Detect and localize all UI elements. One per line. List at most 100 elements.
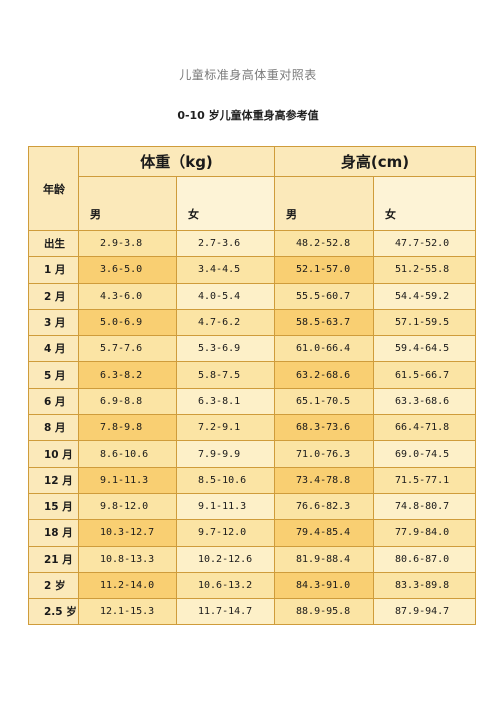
weight-female-cell: 3.4-4.5 <box>175 256 276 284</box>
weight-female-cell: 8.5-10.6 <box>175 466 276 494</box>
table-row: 4 月 5.7-7.6 5.3-6.9 61.0-66.4 59.4-64.5 <box>28 335 477 363</box>
height-male-cell: 63.2-68.6 <box>274 361 375 389</box>
age-cell: 2 岁 <box>28 571 79 600</box>
weight-female-cell: 6.3-8.1 <box>175 387 276 416</box>
weight-female-cell: 5.3-6.9 <box>175 335 276 363</box>
height-female-cell: 54.4-59.2 <box>373 282 477 310</box>
height-female-cell: 71.5-77.1 <box>373 466 477 494</box>
weight-female-cell: 9.7-12.0 <box>175 519 276 547</box>
weight-male-cell: 8.6-10.6 <box>78 440 177 468</box>
height-male-cell: 81.9-88.4 <box>274 545 375 573</box>
weight-male-header: 男 <box>78 176 177 231</box>
table-row: 2.5 岁 12.1-15.3 11.7-14.7 88.9-95.8 87.9-94.… <box>28 598 477 626</box>
height-male-cell: 79.4-85.4 <box>274 519 375 547</box>
weight-male-cell: 11.2-14.0 <box>78 571 177 600</box>
weight-male-cell: 7.8-9.8 <box>78 414 177 442</box>
height-female-cell: 61.5-66.7 <box>373 361 477 389</box>
height-male-header: 男 <box>274 176 375 231</box>
age-cell: 2 月 <box>28 282 79 310</box>
weight-male-cell: 6.3-8.2 <box>78 361 177 389</box>
table-row: 21 月 10.8-13.3 10.2-12.6 81.9-88.4 80.6-87.0 <box>28 545 477 573</box>
table-row: 5 月 6.3-8.2 5.8-7.5 63.2-68.6 61.5-66.7 <box>28 361 477 389</box>
height-female-cell: 74.8-80.7 <box>373 492 477 521</box>
age-cell: 5 月 <box>28 361 79 389</box>
height-male-cell: 68.3-73.6 <box>274 414 375 442</box>
document-title: 儿童标准身高体重对照表 <box>179 68 317 82</box>
weight-male-cell: 3.6-5.0 <box>78 256 177 284</box>
table-row: 3 月 5.0-6.9 4.7-6.2 58.5-63.7 57.1-59.5 <box>28 308 477 337</box>
table-body: 出生 2.9-3.8 2.7-3.6 48.2-52.8 47.7-52.0 1 月 3.6… <box>28 229 477 626</box>
height-female-cell: 66.4-71.8 <box>373 414 477 442</box>
age-cell: 出生 <box>28 229 79 258</box>
weight-female-cell: 9.1-11.3 <box>175 492 276 521</box>
weight-male-cell: 2.9-3.8 <box>78 229 177 258</box>
table-row: 18 月 10.3-12.7 9.7-12.0 79.4-85.4 77.9-84.0 <box>28 519 477 547</box>
height-male-cell: 84.3-91.0 <box>274 571 375 600</box>
weight-female-cell: 7.9-9.9 <box>175 440 276 468</box>
height-male-cell: 73.4-78.8 <box>274 466 375 494</box>
age-cell: 1 月 <box>28 256 79 284</box>
height-female-cell: 63.3-68.6 <box>373 387 477 416</box>
age-cell: 2.5 岁 <box>28 598 79 626</box>
weight-male-cell: 9.1-11.3 <box>78 466 177 494</box>
weight-male-cell: 5.0-6.9 <box>78 308 177 337</box>
height-male-cell: 58.5-63.7 <box>274 308 375 337</box>
weight-female-header: 女 <box>175 176 276 231</box>
document-subtitle: 0-10 岁儿童体重身高参考值 <box>177 109 319 122</box>
height-female-cell: 51.2-55.8 <box>373 256 477 284</box>
height-male-cell: 76.6-82.3 <box>274 492 375 521</box>
height-male-cell: 71.0-76.3 <box>274 440 375 468</box>
weight-male-cell: 9.8-12.0 <box>78 492 177 521</box>
weight-male-cell: 5.7-7.6 <box>78 335 177 363</box>
table-row: 出生 2.9-3.8 2.7-3.6 48.2-52.8 47.7-52.0 <box>28 229 477 258</box>
age-cell: 4 月 <box>28 335 79 363</box>
weight-female-cell: 4.7-6.2 <box>175 308 276 337</box>
height-column-header: 身高(cm) <box>274 146 477 177</box>
age-cell: 10 月 <box>28 440 79 468</box>
weight-female-cell: 11.7-14.7 <box>175 598 276 626</box>
weight-column-header: 体重（kg) <box>77 146 276 177</box>
table-row: 8 月 7.8-9.8 7.2-9.1 68.3-73.6 66.4-71.8 <box>28 414 477 442</box>
weight-female-cell: 10.6-13.2 <box>175 571 276 600</box>
weight-female-cell: 4.0-5.4 <box>175 282 276 310</box>
weight-female-cell: 5.8-7.5 <box>175 361 276 389</box>
age-cell: 6 月 <box>28 387 79 416</box>
height-male-cell: 52.1-57.0 <box>274 256 375 284</box>
table-row: 2 月 4.3-6.0 4.0-5.4 55.5-60.7 54.4-59.2 <box>28 282 477 310</box>
height-female-cell: 87.9-94.7 <box>373 598 477 626</box>
header-row-groups: 年龄 体重（kg) 身高(cm) <box>28 146 477 231</box>
table-row: 10 月 8.6-10.6 7.9-9.9 71.0-76.3 69.0-74.5 <box>28 440 477 468</box>
growth-reference-table: 年龄 体重（kg) 身高(cm) 男 女 男 女 出生 2.9-3.8 2.7-3.… <box>28 146 477 626</box>
height-female-cell: 57.1-59.5 <box>373 308 477 337</box>
weight-female-cell: 10.2-12.6 <box>175 545 276 573</box>
header-row-sex: 男 女 男 女 <box>29 176 477 231</box>
height-female-cell: 83.3-89.8 <box>373 571 477 600</box>
table-header: 年龄 体重（kg) 身高(cm) 男 女 男 女 <box>28 146 477 231</box>
weight-male-cell: 12.1-15.3 <box>78 598 177 626</box>
table-row: 2 岁 11.2-14.0 10.6-13.2 84.3-91.0 83.3-89.8 <box>28 571 477 600</box>
height-female-cell: 47.7-52.0 <box>373 229 477 258</box>
height-male-cell: 55.5-60.7 <box>274 282 375 310</box>
table-row: 6 月 6.9-8.8 6.3-8.1 65.1-70.5 63.3-68.6 <box>28 387 477 416</box>
age-cell: 8 月 <box>28 414 79 442</box>
age-column-header: 年龄 <box>28 146 79 231</box>
height-male-cell: 61.0-66.4 <box>274 335 375 363</box>
weight-female-cell: 7.2-9.1 <box>175 414 276 442</box>
age-cell: 21 月 <box>28 545 79 573</box>
weight-male-cell: 4.3-6.0 <box>78 282 177 310</box>
height-female-header: 女 <box>373 176 477 231</box>
height-female-cell: 59.4-64.5 <box>373 335 477 363</box>
weight-female-cell: 2.7-3.6 <box>175 229 276 258</box>
table-row: 12 月 9.1-11.3 8.5-10.6 73.4-78.8 71.5-77.1 <box>28 466 477 494</box>
weight-male-cell: 10.3-12.7 <box>78 519 177 547</box>
height-female-cell: 69.0-74.5 <box>373 440 477 468</box>
height-female-cell: 80.6-87.0 <box>373 545 477 573</box>
weight-male-cell: 10.8-13.3 <box>78 545 177 573</box>
height-female-cell: 77.9-84.0 <box>373 519 477 547</box>
height-male-cell: 48.2-52.8 <box>274 229 375 258</box>
table-row: 1 月 3.6-5.0 3.4-4.5 52.1-57.0 51.2-55.8 <box>28 256 477 284</box>
height-male-cell: 65.1-70.5 <box>274 387 375 416</box>
age-cell: 12 月 <box>28 466 79 494</box>
age-cell: 18 月 <box>28 519 79 547</box>
height-male-cell: 88.9-95.8 <box>274 598 375 626</box>
